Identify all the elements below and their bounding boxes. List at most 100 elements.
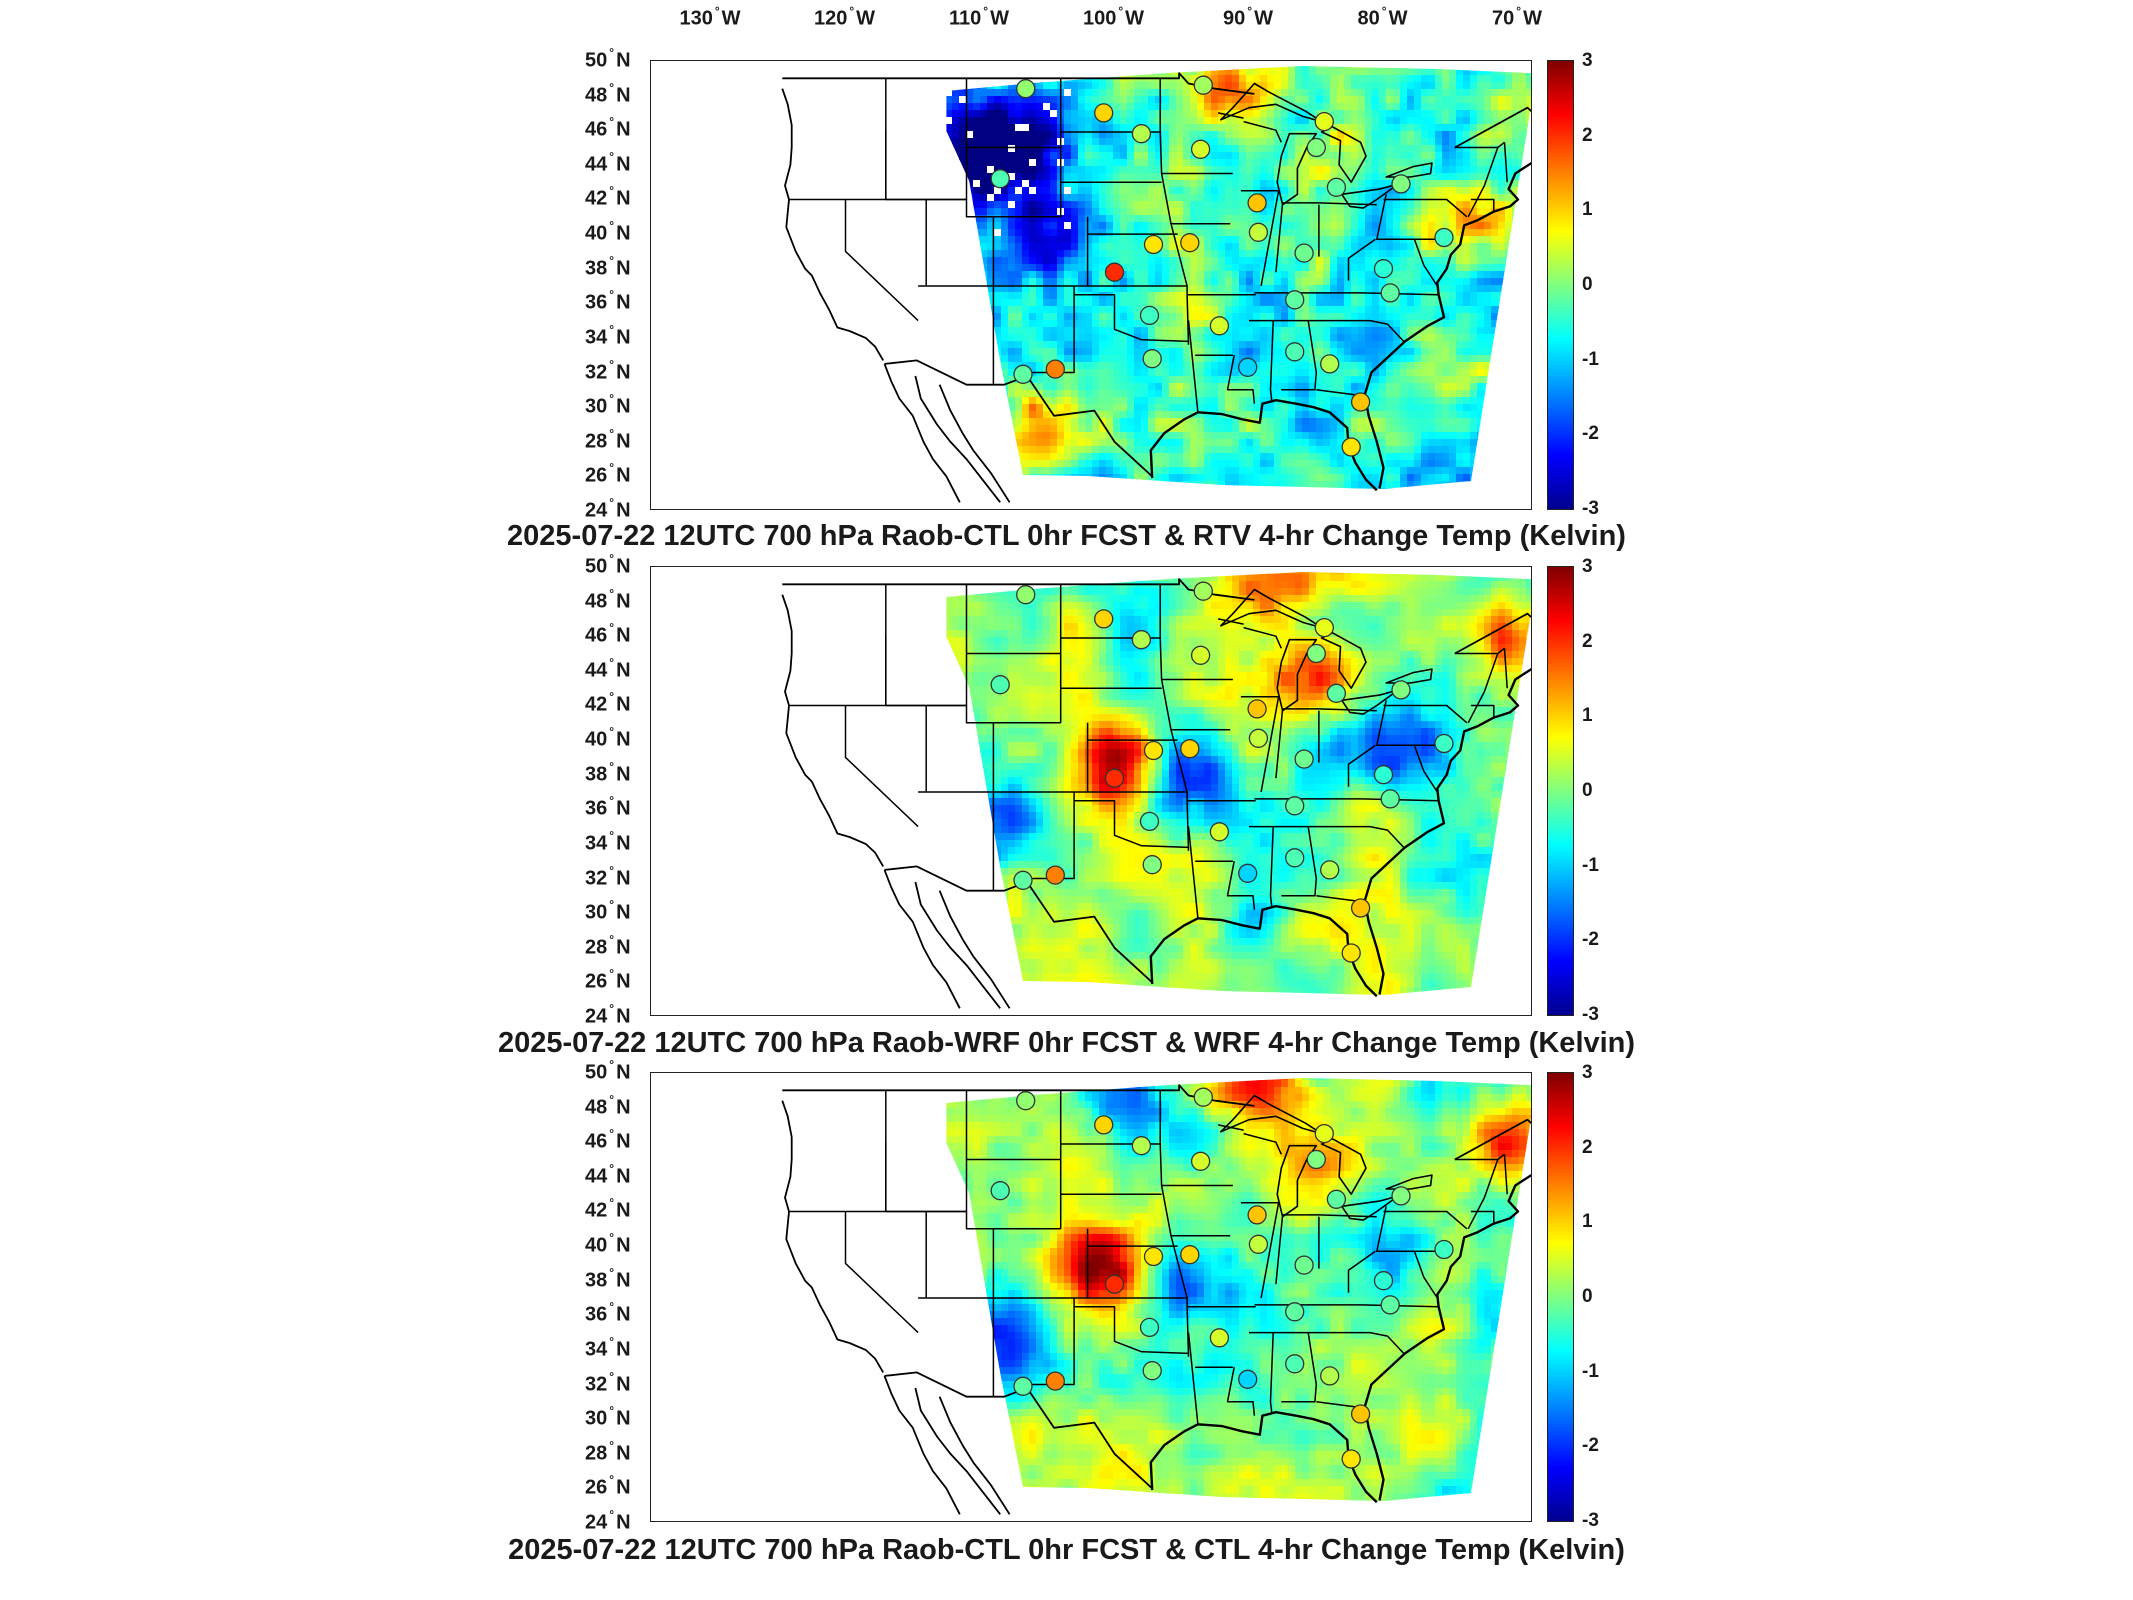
- raob-station-marker: [1294, 749, 1314, 769]
- colorbar-tick-label: -2: [1582, 1435, 1599, 1457]
- raob-station-marker: [1045, 359, 1065, 379]
- raob-station-marker: [1139, 811, 1160, 832]
- raob-station-marker: [1373, 765, 1394, 785]
- raob-station-marker: [1209, 1328, 1230, 1348]
- raob-station-marker: [1238, 863, 1258, 883]
- latitude-tick-label: 38 ° N: [585, 759, 631, 786]
- latitude-tick-label: 24 ° N: [585, 1002, 631, 1029]
- colorbar-tick-label: -3: [1582, 498, 1599, 520]
- colorbar-tick-label: 0: [1582, 274, 1593, 296]
- raob-station-marker: [1373, 259, 1394, 279]
- raob-station-marker: [1248, 728, 1269, 748]
- longitude-tick-label: 80 ° W: [1358, 4, 1408, 31]
- colorbar-tick-label: 2: [1582, 1137, 1593, 1159]
- colorbar-tick-label: 1: [1582, 199, 1593, 221]
- raob-station-marker: [1139, 1317, 1160, 1338]
- raob-station-marker: [1314, 1123, 1334, 1144]
- raob-station-marker: [1143, 1246, 1164, 1267]
- latitude-tick-label: 48 ° N: [585, 586, 631, 613]
- raob-station-marker: [1209, 822, 1230, 842]
- raob-station-marker: [1248, 1234, 1269, 1254]
- temperature-change-map: [650, 60, 1532, 510]
- raob-station-marker: [1139, 305, 1160, 326]
- latitude-tick-label: 34 ° N: [585, 1335, 631, 1362]
- raob-station-marker: [1285, 1354, 1305, 1374]
- raob-station-marker: [1350, 898, 1371, 918]
- latitude-tick-label: 34 ° N: [585, 829, 631, 856]
- colorbar-tick-label: -1: [1582, 855, 1599, 877]
- colorbar-tick-label: 3: [1582, 1062, 1593, 1084]
- raob-station-marker: [1193, 75, 1213, 95]
- colorbar-tick-label: 0: [1582, 1286, 1593, 1308]
- colorbar: [1547, 60, 1574, 510]
- raob-station-marker: [1341, 1449, 1361, 1469]
- raob-station-marker: [1285, 290, 1305, 310]
- raob-station-marker: [1180, 739, 1200, 759]
- raob-station-marker: [1380, 1295, 1400, 1315]
- latitude-tick-label: 32 ° N: [585, 357, 631, 384]
- longitude-tick-label: 90 ° W: [1223, 4, 1273, 31]
- latitude-tick-label: 36 ° N: [585, 794, 631, 821]
- temperature-change-field: [946, 1078, 1531, 1501]
- latitude-tick-label: 26 ° N: [585, 461, 631, 488]
- colorbar: [1547, 1072, 1574, 1522]
- latitude-tick-label: 46 ° N: [585, 621, 631, 648]
- colorbar-tick-label: 1: [1582, 705, 1593, 727]
- raob-station-marker: [1320, 354, 1340, 374]
- raob-station-marker: [1193, 1087, 1213, 1107]
- raob-station-marker: [1341, 943, 1361, 963]
- raob-station-marker: [1209, 316, 1230, 336]
- raob-station-marker: [1104, 768, 1125, 788]
- raob-station-marker: [1326, 683, 1347, 703]
- colorbar-tick-label: 1: [1582, 1211, 1593, 1233]
- raob-station-marker: [1094, 1115, 1114, 1135]
- raob-station-marker: [1314, 617, 1334, 638]
- latitude-tick-label: 26 ° N: [585, 967, 631, 994]
- raob-station-marker: [1094, 609, 1114, 629]
- latitude-tick-label: 50 ° N: [585, 1058, 631, 1085]
- raob-station-marker: [1247, 193, 1267, 213]
- raob-station-marker: [1285, 796, 1305, 816]
- latitude-tick-label: 26 ° N: [585, 1473, 631, 1500]
- latitude-tick-label: 32 ° N: [585, 1369, 631, 1396]
- raob-station-marker: [1391, 1186, 1411, 1206]
- colorbar-tick-label: 0: [1582, 780, 1593, 802]
- raob-station-marker: [1306, 643, 1326, 664]
- raob-station-marker: [1013, 870, 1033, 890]
- latitude-tick-label: 44 ° N: [585, 1162, 631, 1189]
- latitude-tick-label: 42 ° N: [585, 1196, 631, 1223]
- raob-station-marker: [1045, 865, 1065, 885]
- raob-station-marker: [1326, 1189, 1347, 1209]
- latitude-tick-label: 42 ° N: [585, 184, 631, 211]
- raob-station-marker: [1326, 177, 1347, 197]
- panel-title: 2025-07-22 12UTC 700 hPa Raob-CTL 0hr FC…: [0, 520, 2133, 553]
- raob-station-marker: [1045, 1371, 1065, 1391]
- colorbar-tick-label: 3: [1582, 50, 1593, 72]
- raob-station-marker: [1248, 222, 1269, 242]
- temperature-change-field: [946, 572, 1531, 995]
- raob-station-marker: [1320, 1366, 1340, 1386]
- latitude-tick-label: 46 ° N: [585, 115, 631, 142]
- map-canvas: [781, 1078, 1531, 1515]
- raob-station-marker: [1247, 699, 1267, 719]
- raob-station-marker: [1380, 283, 1400, 303]
- raob-station-marker: [1238, 1369, 1258, 1389]
- latitude-tick-label: 38 ° N: [585, 1265, 631, 1292]
- panel-title: 2025-07-22 12UTC 700 hPa Raob-CTL 0hr FC…: [0, 1534, 2133, 1567]
- map-canvas: [781, 572, 1531, 1009]
- raob-station-marker: [1247, 1205, 1267, 1225]
- latitude-tick-label: 48 ° N: [585, 80, 631, 107]
- raob-station-marker: [1180, 233, 1200, 253]
- colorbar-tick-label: -2: [1582, 423, 1599, 445]
- raob-station-marker: [1143, 740, 1164, 761]
- raob-station-marker: [1350, 1404, 1371, 1424]
- raob-station-marker: [990, 169, 1010, 189]
- raob-station-marker: [1016, 79, 1036, 99]
- raob-station-marker: [1391, 174, 1411, 194]
- raob-station-marker: [1190, 139, 1211, 159]
- raob-station-marker: [1016, 585, 1036, 605]
- raob-stations: [990, 75, 1454, 457]
- temperature-change-map: [650, 1072, 1532, 1522]
- longitude-tick-label: 100 ° W: [1083, 4, 1144, 31]
- raob-station-marker: [1350, 392, 1371, 412]
